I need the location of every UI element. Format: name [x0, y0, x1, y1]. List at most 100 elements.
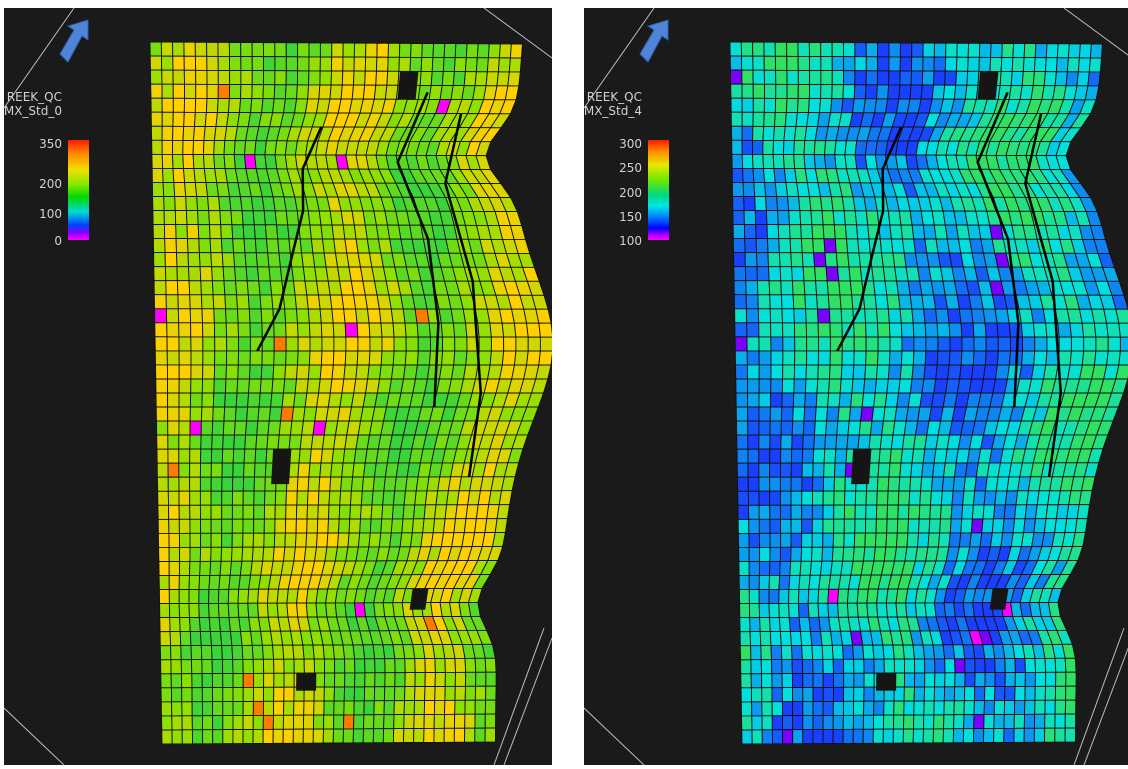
grid-cell	[292, 644, 305, 660]
grid-cell	[209, 560, 222, 576]
grid-cell	[241, 210, 255, 226]
grid-cell	[354, 658, 366, 674]
grid-cell	[1064, 727, 1076, 743]
viewport-left[interactable]: REEK_QC PERMX_Std_0 350 200 100 0	[4, 8, 552, 765]
grid-cell	[351, 84, 366, 100]
grid-cell	[843, 70, 856, 86]
grid-cell	[195, 69, 208, 85]
grid-cell	[955, 70, 969, 86]
grid-cell	[755, 238, 769, 254]
grid-cell	[246, 280, 261, 296]
grid-cell	[799, 210, 813, 226]
grid-cell	[167, 406, 180, 422]
grid-cell	[865, 56, 879, 72]
grid-cell	[927, 532, 941, 548]
grid-cell	[212, 687, 224, 703]
grid-cell	[913, 686, 926, 702]
grid-cell	[863, 378, 877, 394]
grid-cell	[802, 687, 814, 703]
grid-cell	[786, 41, 799, 57]
grid-cell	[307, 490, 320, 506]
grid-cell	[222, 434, 235, 450]
grid-cell	[274, 70, 287, 86]
grid-scene[interactable]	[584, 8, 1128, 765]
grid-cell	[355, 308, 370, 324]
grid-scene[interactable]	[4, 8, 552, 765]
grid-cell	[315, 602, 328, 618]
grid-cell	[966, 70, 980, 86]
grid-cell	[850, 392, 864, 408]
grid-cell	[309, 224, 324, 240]
inactive-cell	[296, 673, 317, 691]
grid-cell	[739, 645, 752, 661]
grid-cell	[318, 84, 332, 100]
grid-cell	[1087, 71, 1101, 87]
reference-line	[1083, 647, 1128, 765]
grid-cells[interactable]	[149, 41, 552, 745]
grid-cell	[421, 43, 435, 58]
grid-cell	[398, 56, 412, 72]
grid-cell	[770, 645, 783, 661]
grid-cell	[782, 322, 796, 338]
grid-cell	[305, 602, 318, 618]
grid-cell	[257, 266, 271, 282]
grid-cell	[960, 518, 973, 534]
grid-cell	[343, 686, 356, 702]
grid-cell	[898, 476, 912, 492]
grid-cell	[832, 714, 844, 730]
grid-cells[interactable]	[729, 41, 1128, 745]
grid-cell	[1012, 518, 1026, 534]
grid-cell	[161, 97, 174, 113]
inactive-cell	[409, 588, 429, 610]
grid-cell	[886, 294, 901, 310]
grid-cell	[847, 252, 861, 268]
grid-cell	[730, 69, 743, 85]
grid-cell	[440, 322, 456, 338]
grid-cell	[939, 518, 952, 534]
grid-cell	[877, 336, 891, 352]
grid-cell	[846, 602, 859, 618]
grid-cell	[232, 729, 244, 745]
grid-cell	[172, 139, 184, 155]
grid-cell	[202, 715, 214, 731]
grid-cell	[822, 686, 834, 702]
grid-cell	[242, 686, 254, 702]
grid-cell	[865, 70, 879, 86]
grid-cell	[789, 224, 802, 240]
grid-cell	[231, 490, 244, 506]
viewport-right[interactable]: REEK_QC PERMX_Std_4 300 250 200 150 100	[584, 8, 1128, 765]
grid-cell	[249, 364, 263, 380]
grid-cell	[815, 280, 829, 296]
grid-cell	[272, 364, 287, 380]
grid-cell	[256, 420, 270, 436]
grid-cell	[331, 224, 346, 240]
grid-cell	[234, 266, 248, 282]
grid-cell	[394, 672, 406, 688]
grid-cell	[731, 181, 745, 197]
grid-cell	[245, 266, 260, 282]
grid-cell	[993, 700, 1006, 715]
grid-cell	[833, 672, 845, 688]
grid-cell	[233, 154, 247, 170]
grid-cell	[321, 336, 335, 352]
grid-cell	[741, 111, 754, 127]
grid-cell	[214, 350, 228, 366]
grid-cell	[178, 378, 192, 394]
grid-cell	[197, 210, 210, 226]
grid-cell	[848, 406, 863, 422]
grid-cell	[738, 589, 750, 605]
grid-cell	[241, 546, 254, 562]
grid-cell	[285, 56, 299, 72]
grid-cell	[347, 532, 361, 548]
grid-cell	[812, 448, 826, 464]
grid-cell	[414, 364, 430, 380]
legend-case-name: REEK_QC	[586, 90, 642, 104]
grid-cell	[823, 238, 837, 254]
grid-cell	[355, 364, 370, 380]
grid-cell	[948, 322, 963, 338]
grid-cell	[411, 518, 425, 534]
grid-cell	[270, 392, 284, 408]
grid-cell	[756, 280, 771, 296]
grid-cell	[274, 210, 289, 226]
grid-cell	[202, 322, 216, 338]
